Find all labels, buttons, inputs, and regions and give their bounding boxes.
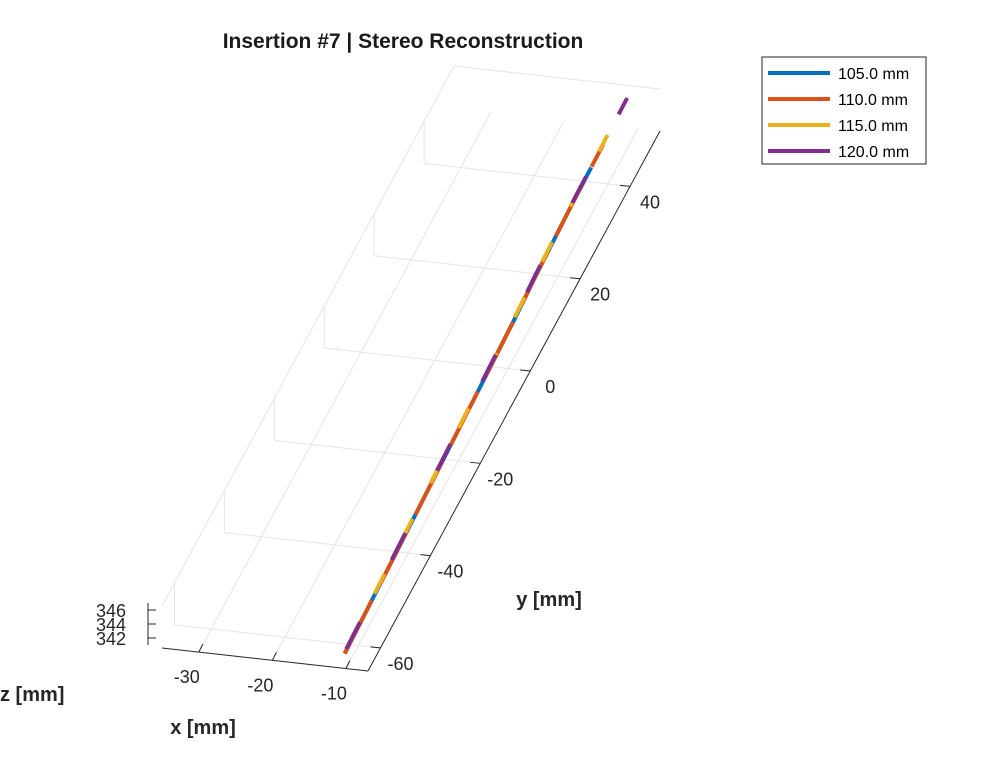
y-tick-mark (370, 646, 381, 649)
y-grid-line (374, 255, 581, 280)
legend: 105.0 mm 110.0 mm 115.0 mm 120.0 mm (761, 56, 927, 165)
axes (147, 130, 661, 672)
y-axis-label: y [mm] (516, 589, 582, 611)
left-top-edge-line (161, 65, 455, 607)
x-tick-mark (198, 643, 204, 653)
x-tick-label: -10 (321, 684, 347, 704)
y-tick-label: -40 (437, 562, 463, 582)
x-tick-mark (271, 652, 277, 661)
back-edge-line (453, 65, 661, 90)
y-tick-mark (620, 184, 631, 187)
y-tick-label: 0 (545, 377, 555, 397)
legend-label: 115.0 mm (838, 118, 908, 135)
x-tick-label: -20 (247, 675, 273, 695)
y-grid-line (424, 162, 631, 187)
chart-title: Insertion #7 | Stereo Reconstruction (223, 30, 584, 53)
x-grid-line (345, 128, 639, 669)
y-tick-label: 40 (640, 192, 660, 212)
x-tick-label: -30 (174, 667, 200, 687)
x-axis-line (161, 647, 369, 672)
y-tick-label: 20 (590, 285, 610, 305)
z-tick-label: 344 (96, 615, 126, 635)
series-line (344, 97, 629, 650)
y-axis-line (367, 130, 661, 672)
x-tick-mark (345, 660, 351, 669)
y-tick-label: -20 (487, 469, 513, 489)
y-tick-mark (520, 369, 531, 372)
y-tick-mark (420, 554, 431, 557)
y-tick-mark (470, 461, 481, 464)
z-tick-label: 342 (96, 629, 126, 649)
y-grid-line (274, 439, 481, 464)
y-grid-line (324, 347, 531, 372)
legend-label: 110.0 mm (838, 92, 908, 109)
legend-label: 105.0 mm (838, 66, 909, 83)
z-axis-label: z [mm] (0, 684, 64, 706)
x-grid-line (198, 111, 492, 653)
series-lines (342, 97, 629, 655)
y-tick-label: -60 (387, 654, 413, 674)
y-grid-line (174, 624, 381, 649)
y-tick-mark (570, 277, 581, 280)
grid (161, 65, 661, 669)
z-tick-label: 346 (96, 601, 126, 621)
x-grid-line (271, 120, 565, 661)
x-axis-label: x [mm] (170, 717, 236, 739)
legend-label: 120.0 mm (838, 144, 909, 161)
